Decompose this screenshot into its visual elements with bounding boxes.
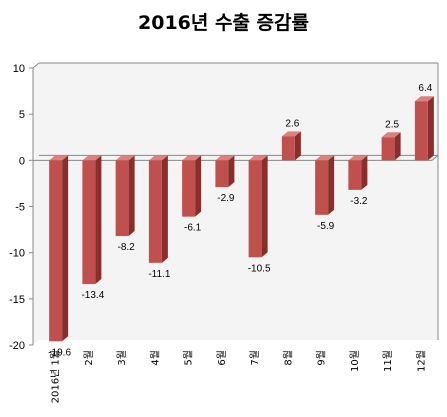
bar-top — [115, 155, 135, 161]
data-label: 2.5 — [385, 119, 399, 130]
bar-top — [315, 155, 335, 161]
category-label: 5월 — [183, 350, 195, 366]
bar — [348, 155, 368, 190]
category-label: 8월 — [282, 350, 294, 366]
data-label: -3.2 — [350, 196, 368, 207]
bar — [281, 131, 301, 161]
bar — [182, 155, 202, 217]
bar-front — [115, 160, 129, 237]
bar-side — [394, 132, 401, 161]
bar-front — [148, 160, 162, 263]
category-label: 4월 — [149, 350, 161, 366]
bar — [148, 155, 168, 263]
chart-title: 2016년 수출 증감률 — [138, 12, 309, 34]
bar — [414, 96, 434, 161]
category-label: 2월 — [83, 350, 95, 366]
y-tick-label: -15 — [9, 294, 25, 306]
category-label: 9월 — [316, 350, 328, 366]
category-label: 10월 — [349, 350, 361, 372]
bar-front — [49, 160, 63, 342]
data-label: -13.4 — [81, 290, 104, 301]
data-labels: -19.6 -13.4 -8.2 -11.1 -6.1 -2.9 -10.5 2.6 -5.9 -… — [48, 83, 433, 358]
y-tick-label: 0 — [19, 155, 25, 167]
plot-wall — [33, 62, 439, 345]
bar — [82, 155, 102, 285]
bar-side — [161, 155, 168, 263]
bar-side — [195, 155, 202, 217]
bar-side — [261, 155, 268, 258]
bar-side — [62, 155, 69, 342]
data-label: -5.9 — [317, 221, 335, 232]
bar-front — [315, 160, 329, 215]
bar-top — [281, 131, 301, 137]
y-tick-label: -10 — [9, 248, 25, 260]
bar — [381, 132, 401, 161]
bar-front — [281, 136, 295, 161]
category-label: 2016년 1월 — [50, 350, 62, 403]
bar-side — [128, 155, 135, 237]
data-label: -19.6 — [48, 347, 71, 358]
bar-side — [95, 155, 102, 285]
y-tick-label: 10 — [13, 63, 25, 75]
bar — [49, 155, 69, 342]
bar-top — [414, 96, 434, 102]
bars — [49, 96, 434, 342]
category-labels: 2016년 1월 2월 3월 4월 5월 6월 7월 8월 9월 10월 11월 12월 — [50, 350, 428, 403]
data-label: -10.5 — [248, 263, 271, 274]
bar-front — [182, 160, 196, 217]
bar-front — [381, 137, 395, 161]
data-label: -11.1 — [148, 269, 170, 280]
bar-top — [182, 155, 202, 161]
bar-front — [248, 160, 262, 258]
category-label: 12월 — [415, 350, 427, 372]
y-tick-label: -5 — [15, 202, 25, 214]
data-label: 6.4 — [418, 83, 432, 94]
bar — [115, 155, 135, 237]
bar-top — [381, 132, 401, 138]
data-label: 2.6 — [285, 118, 299, 129]
bar-top — [215, 155, 235, 161]
bar-side — [361, 155, 368, 190]
bar — [315, 155, 335, 215]
data-label: -2.9 — [217, 193, 235, 204]
y-tick-label: -20 — [9, 340, 25, 352]
bar-top — [248, 155, 268, 161]
bar — [215, 155, 235, 188]
bar-side — [294, 131, 301, 161]
category-label: 7월 — [249, 350, 261, 366]
category-label: 6월 — [216, 350, 228, 366]
y-tick-label: 5 — [19, 109, 25, 121]
category-label: 3월 — [116, 350, 128, 366]
bar-side — [427, 96, 434, 161]
category-label: 11월 — [382, 350, 394, 372]
bar-side — [328, 155, 335, 215]
bar-side — [228, 155, 235, 188]
bar-front — [414, 101, 428, 161]
data-label: -8.2 — [118, 242, 136, 253]
bar-top — [348, 155, 368, 161]
bar-top — [49, 155, 69, 161]
plot-back-wall — [33, 63, 438, 345]
bar-front — [348, 160, 362, 190]
x-axis-depth — [431, 154, 439, 161]
bar-front — [215, 160, 229, 188]
bar-front — [82, 160, 96, 285]
bar — [248, 155, 268, 258]
bar-top — [148, 155, 168, 161]
y-axis-top-depth — [32, 62, 40, 69]
data-label: -6.1 — [184, 223, 202, 234]
bar-top — [82, 155, 102, 161]
